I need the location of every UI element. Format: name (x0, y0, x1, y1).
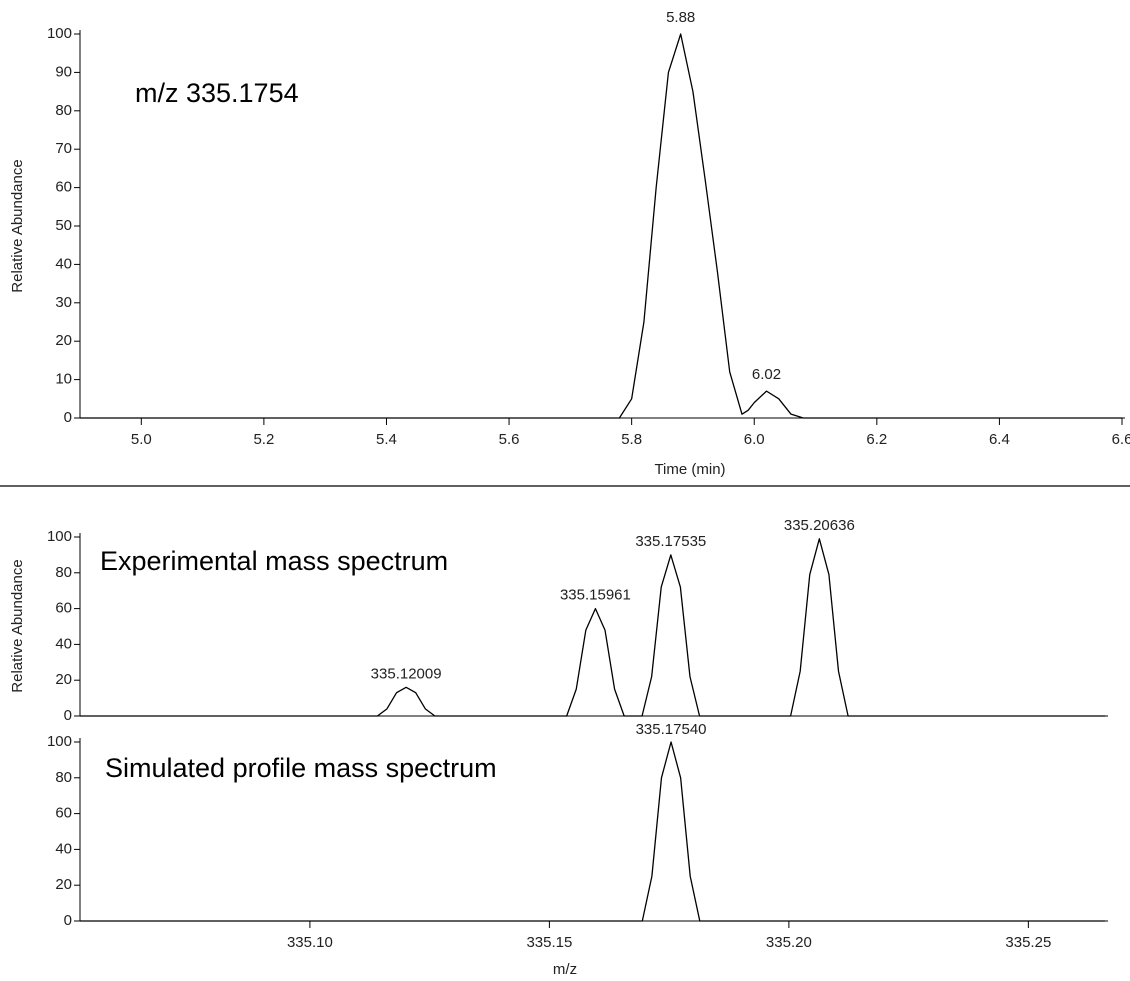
y-tick-label: 20 (55, 671, 72, 688)
peak-label: 335.20636 (784, 517, 855, 534)
y-tick-label: 70 (55, 140, 72, 157)
y-tick-label: 50 (55, 217, 72, 234)
x-axis-label: m/z (553, 961, 577, 978)
x-tick-label: 5.2 (253, 431, 274, 448)
x-tick-label: 6.0 (744, 431, 765, 448)
annotation: m/z 335.1754 (135, 78, 299, 108)
x-tick-label: 5.6 (499, 431, 520, 448)
y-tick-label: 100 (47, 25, 72, 42)
y-tick-label: 20 (55, 332, 72, 349)
x-tick-label: 5.4 (376, 431, 397, 448)
y-tick-label: 40 (55, 840, 72, 857)
y-tick-label: 60 (55, 600, 72, 617)
y-tick-label: 100 (47, 733, 72, 750)
x-tick-label: 335.20 (766, 934, 812, 951)
x-tick-label: 5.0 (131, 431, 152, 448)
peak-label: 335.15961 (560, 587, 631, 604)
peak-label: 335.17540 (636, 721, 707, 738)
y-tick-label: 0 (64, 707, 72, 724)
y-tick-label: 40 (55, 635, 72, 652)
y-tick-label: 60 (55, 805, 72, 822)
x-tick-label: 6.6 (1112, 431, 1130, 448)
x-tick-label: 335.10 (287, 934, 333, 951)
x-tick-label: 6.2 (866, 431, 887, 448)
y-tick-label: 100 (47, 528, 72, 545)
peak-label: 335.17535 (635, 533, 706, 550)
x-tick-label: 6.4 (989, 431, 1010, 448)
x-tick-label: 5.8 (621, 431, 642, 448)
y-tick-label: 20 (55, 876, 72, 893)
peak-label: 6.02 (752, 366, 781, 383)
x-axis-label: Time (min) (654, 461, 725, 478)
trace-line (80, 538, 1105, 717)
trace-line (80, 741, 1105, 922)
annotation: Simulated profile mass spectrum (105, 753, 497, 783)
y-tick-label: 80 (55, 564, 72, 581)
y-tick-label: 0 (64, 409, 72, 426)
x-tick-label: 335.15 (526, 934, 572, 951)
x-tick-label: 335.25 (1005, 934, 1051, 951)
y-axis-label: Relative Abundance (9, 159, 26, 292)
y-tick-label: 80 (55, 769, 72, 786)
y-tick-label: 0 (64, 912, 72, 929)
y-tick-label: 10 (55, 371, 72, 388)
y-tick-label: 40 (55, 255, 72, 272)
peak-label: 5.88 (666, 9, 695, 26)
y-axis-label: Relative Abundance (9, 559, 26, 692)
trace-line (80, 33, 1122, 419)
y-tick-label: 90 (55, 63, 72, 80)
y-tick-label: 80 (55, 102, 72, 119)
annotation: Experimental mass spectrum (100, 546, 448, 576)
y-tick-label: 60 (55, 179, 72, 196)
y-tick-label: 30 (55, 294, 72, 311)
peak-label: 335.12009 (371, 665, 442, 682)
